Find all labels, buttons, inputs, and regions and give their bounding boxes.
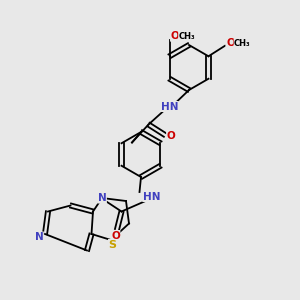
Text: S: S [109,239,116,250]
Text: HN: HN [143,191,160,202]
Text: HN: HN [161,101,178,112]
Text: O: O [226,38,235,48]
Text: O: O [111,230,120,241]
Text: N: N [34,232,43,242]
Text: CH₃: CH₃ [178,32,195,40]
Text: O: O [170,31,179,41]
Text: CH₃: CH₃ [234,39,251,48]
Text: N: N [98,193,106,203]
Text: O: O [167,131,176,142]
